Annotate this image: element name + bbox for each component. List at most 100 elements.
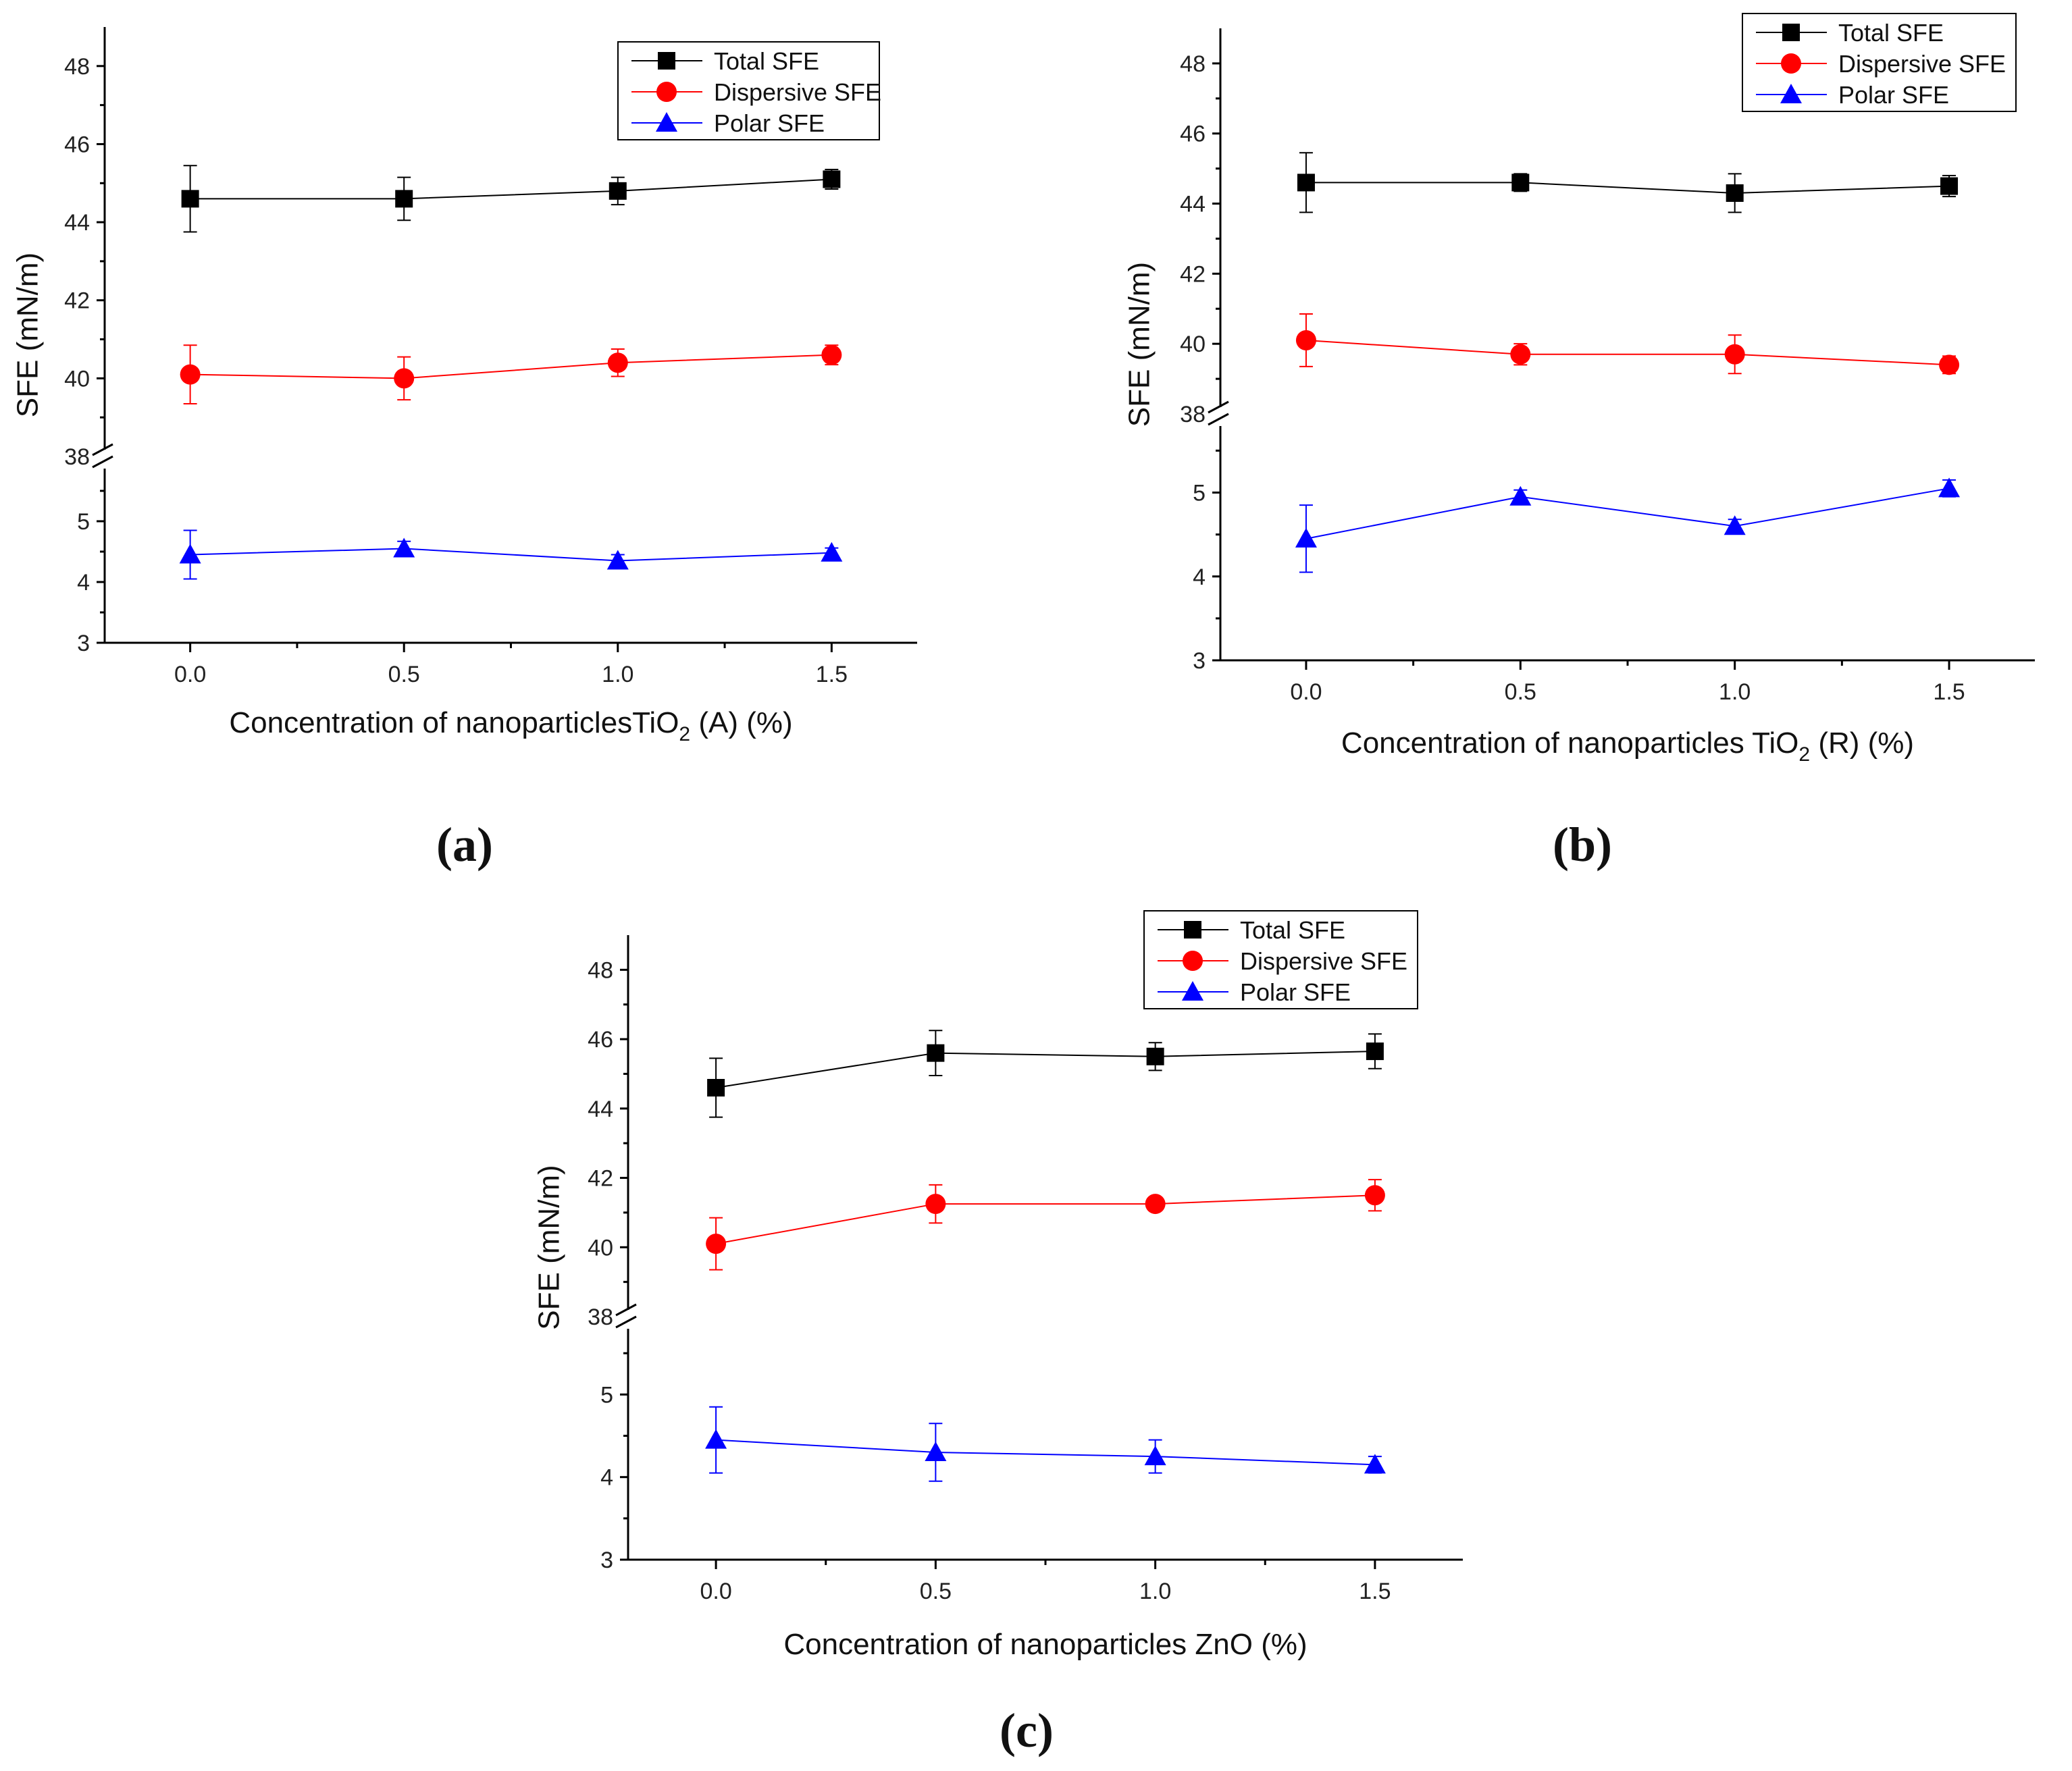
y-tick-label: 44	[64, 210, 90, 236]
x-tick-label: 0.5	[1505, 679, 1536, 705]
data-point	[1510, 344, 1531, 365]
legend-label: Total SFE	[1838, 19, 1944, 47]
y-tick-label: 5	[600, 1382, 613, 1408]
series-dispersive-sfe	[706, 1179, 1385, 1271]
y-tick-label: 42	[64, 288, 90, 314]
x-axis-title-subscript: 2	[679, 723, 690, 745]
data-point	[1295, 527, 1317, 548]
y-axis-title: SFE (mN/m)	[1122, 262, 1156, 427]
series-line	[1305, 339, 1950, 366]
data-point	[706, 1234, 727, 1254]
y-tick-label: 4	[600, 1465, 613, 1491]
data-point	[1938, 477, 1961, 498]
data-point	[395, 190, 413, 208]
x-tick-label: 0.0	[174, 662, 206, 687]
data-point	[1511, 174, 1530, 192]
legend-label: Total SFE	[714, 47, 819, 75]
y-tick-label: 40	[588, 1235, 613, 1261]
axis-break-mark	[1208, 400, 1229, 414]
panel-label-b: (b)	[1553, 818, 1612, 872]
series-total-sfe	[707, 1030, 1384, 1118]
series-polar-sfe	[705, 1406, 1386, 1482]
legend-label: Dispersive SFE	[714, 78, 881, 106]
legend-marker	[1182, 981, 1203, 1001]
data-point	[1939, 354, 1960, 375]
y-tick-label: 48	[588, 957, 613, 983]
axis-break-mark	[615, 1303, 637, 1317]
panel-label-a: (a)	[436, 818, 493, 872]
data-point	[707, 1079, 725, 1096]
data-point	[1364, 1185, 1385, 1206]
data-point	[179, 544, 201, 564]
x-axis-title-suffix: (R) (%)	[1810, 726, 1914, 760]
data-point	[1509, 485, 1532, 506]
legend-marker	[1780, 84, 1802, 103]
legend-marker	[1781, 53, 1801, 74]
data-point	[180, 364, 201, 385]
series-line	[715, 1051, 1375, 1088]
data-point	[1726, 184, 1744, 202]
y-tick-label: 48	[64, 54, 90, 80]
y-tick-label: 38	[588, 1304, 613, 1330]
y-tick-label: 42	[1180, 261, 1206, 287]
y-tick-label: 46	[588, 1027, 613, 1053]
data-point	[927, 1044, 945, 1062]
data-point	[608, 182, 627, 200]
legend-marker	[656, 82, 677, 102]
y-tick-label: 38	[64, 444, 90, 470]
data-point	[1146, 1047, 1164, 1065]
y-tick-label: 40	[64, 366, 90, 392]
y-tick-label: 42	[588, 1166, 613, 1192]
y-tick-label: 5	[1193, 481, 1206, 506]
series-total-sfe	[181, 165, 841, 233]
x-axis-title-suffix: (A) (%)	[690, 706, 793, 739]
chart-panel-b: 38 40 42 44 46 48 3 4 5 0.0 0.5 1.0 1.5 SFE (mN/m) Con…	[1122, 13, 2035, 766]
y-tick-label: 44	[588, 1096, 613, 1122]
panel-label-c: (c)	[1000, 1703, 1054, 1757]
axis-break-mark	[92, 455, 113, 469]
series-line	[715, 1194, 1375, 1245]
x-axis-title: Concentration of nanoparticles TiO2 (R) …	[1341, 726, 1914, 766]
data-point	[925, 1194, 946, 1215]
legend-marker	[1183, 951, 1203, 971]
x-tick-label: 0.5	[388, 662, 420, 687]
x-tick-label: 1.0	[1139, 1579, 1171, 1604]
legend-marker	[658, 52, 675, 70]
data-point	[1724, 344, 1745, 365]
data-point	[1295, 329, 1316, 350]
legend-label: Polar SFE	[1240, 978, 1351, 1006]
legend-label: Dispersive SFE	[1240, 947, 1407, 975]
x-axis-title-main: Concentration of nanoparticles TiO	[1341, 726, 1799, 760]
data-point	[181, 190, 199, 208]
data-point	[1144, 1446, 1166, 1466]
chart-panel-c: 38 40 42 44 46 48 3 4 5 0.0 0.5 1.0 1.5 SFE (mN/m) Con…	[532, 910, 1463, 1661]
series-total-sfe	[1297, 152, 1959, 213]
y-tick-label: 4	[77, 570, 90, 596]
data-point	[1724, 515, 1746, 535]
y-tick-label: 5	[77, 509, 90, 535]
data-point	[606, 550, 629, 570]
data-point	[1940, 177, 1959, 195]
x-tick-label: 0.5	[920, 1579, 952, 1604]
series-polar-sfe	[179, 529, 843, 580]
y-tick-label: 3	[77, 631, 90, 656]
data-point	[393, 537, 415, 558]
y-axis-title: SFE (mN/m)	[532, 1165, 565, 1329]
y-tick-label: 38	[1180, 402, 1206, 427]
legend-label: Dispersive SFE	[1838, 50, 2006, 78]
y-tick-label: 48	[1180, 51, 1206, 77]
x-axis-title: Concentration of nanoparticlesTiO2 (A) (…	[229, 706, 792, 745]
data-point	[821, 344, 842, 365]
data-point	[394, 368, 415, 389]
x-axis-title: Concentration of nanoparticles ZnO (%)	[783, 1628, 1307, 1661]
data-point	[1297, 174, 1315, 192]
legend-marker	[1782, 24, 1800, 41]
x-tick-label: 1.5	[1933, 679, 1965, 705]
y-tick-label: 46	[1180, 122, 1206, 147]
x-tick-label: 1.5	[1359, 1579, 1391, 1604]
data-point	[1366, 1042, 1384, 1061]
x-tick-label: 1.5	[816, 662, 848, 687]
x-tick-label: 1.0	[1719, 679, 1751, 705]
x-tick-label: 0.0	[700, 1579, 731, 1604]
y-tick-label: 3	[600, 1548, 613, 1573]
